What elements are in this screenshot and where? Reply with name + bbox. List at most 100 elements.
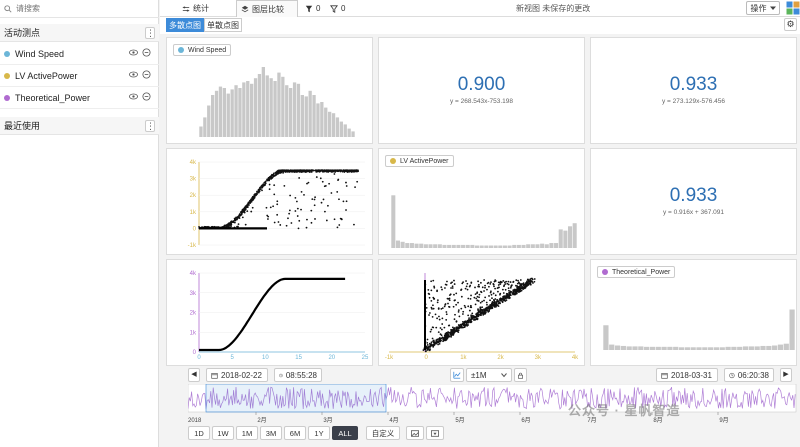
wind-speed-legend[interactable]: Wind Speed	[173, 44, 232, 56]
end-date-field[interactable]: 2018-03-31	[656, 368, 718, 382]
scatter-point	[445, 337, 447, 340]
scatter-point	[455, 320, 458, 323]
scatter-point	[308, 170, 311, 173]
scatter-point	[451, 281, 453, 284]
histogram-bar	[289, 88, 293, 137]
correlation-value: 0.933	[669, 74, 718, 95]
range-button-1d[interactable]: 1D	[188, 426, 210, 440]
scatter-point	[497, 290, 499, 293]
histogram-bar	[451, 244, 456, 248]
histogram-bar	[512, 244, 517, 248]
scatter-point	[313, 204, 316, 207]
recent-section-menu-button[interactable]: ⋮	[145, 119, 155, 132]
lock-button[interactable]	[514, 368, 527, 382]
correlation-value: 0.900	[457, 74, 506, 95]
scatter-point	[295, 170, 298, 173]
range-button-1m[interactable]: 1M	[236, 426, 258, 440]
scatter-point	[465, 321, 468, 324]
lv-activepower-legend[interactable]: LV ActivePower	[385, 155, 454, 167]
range-button-all[interactable]: ALL	[332, 426, 358, 440]
scatter-point	[290, 222, 293, 224]
eye-icon[interactable]	[129, 48, 138, 57]
compare-layers-button[interactable]: 图层比较	[236, 0, 298, 17]
eye-icon[interactable]	[129, 92, 138, 101]
end-time-field[interactable]: 06:20:38	[724, 368, 774, 382]
search-input[interactable]	[16, 4, 146, 13]
scatter-point	[345, 181, 347, 184]
stats-button[interactable]: 统计	[178, 0, 213, 17]
list-item-theoretical-power[interactable]: Theoretical_Power	[0, 87, 159, 109]
histogram-bar	[253, 78, 258, 137]
scatter-point	[236, 217, 239, 220]
scatter-point	[310, 169, 313, 172]
histogram-bar	[273, 81, 277, 137]
settings-gear-icon[interactable]: ⚙	[784, 18, 797, 31]
filter-button-2[interactable]: 0	[326, 0, 349, 17]
custom-range-button[interactable]: 自定义	[366, 426, 400, 440]
actions-dropdown-button[interactable]: 操作	[746, 1, 780, 15]
chart-mode-button[interactable]	[450, 368, 464, 382]
scatter-point	[506, 293, 509, 296]
timeline-next-button[interactable]: ▶	[780, 368, 792, 382]
list-item-lv-activepower[interactable]: LV ActivePower	[0, 65, 159, 87]
multi-scatter-tab[interactable]: 多散点图	[166, 18, 204, 32]
histogram-bar	[789, 309, 795, 350]
timeline-overview[interactable]: 2018 2月 3月 4月 5月 6月 7月 8月 9月	[188, 384, 798, 426]
scatter-point	[533, 280, 536, 283]
scatter-point	[507, 280, 510, 283]
scatter-point	[318, 169, 321, 172]
scatter-point	[300, 208, 302, 211]
histogram-bar	[465, 244, 470, 248]
active-section-menu-button[interactable]: ⋮	[145, 26, 155, 39]
single-scatter-tab[interactable]: 单散点图	[204, 18, 242, 32]
layout-grid-icon[interactable]	[786, 1, 800, 15]
scatter-point	[263, 183, 266, 186]
scatter-point	[330, 170, 332, 173]
scatter-point	[310, 209, 313, 212]
start-time-field[interactable]: 08:55:28	[274, 368, 322, 382]
filter-button-1[interactable]: 0	[301, 0, 324, 17]
eye-icon[interactable]	[129, 70, 138, 79]
scatter-point	[528, 279, 530, 282]
scatter-point	[497, 284, 500, 286]
histogram-bar	[292, 82, 297, 137]
theoretical-power-legend[interactable]: Theoretical_Power	[597, 266, 676, 278]
scatter-point	[345, 200, 348, 203]
zoom-select[interactable]: ±1M	[466, 368, 512, 382]
scatter-point	[499, 293, 501, 296]
scatter-point	[431, 344, 434, 347]
histogram-bar	[760, 345, 766, 350]
histogram-bar	[614, 345, 621, 350]
scatter-point	[336, 226, 339, 229]
histogram-bar	[516, 244, 521, 248]
scatter-point	[324, 210, 326, 213]
scatter-point	[295, 200, 298, 203]
scatter-point	[446, 280, 448, 283]
scatter-point	[435, 341, 438, 343]
timeline-prev-button[interactable]: ◀	[188, 368, 200, 382]
range-button-6m[interactable]: 6M	[284, 426, 306, 440]
x-tick-label: 4k	[572, 355, 579, 361]
histogram-bar	[737, 346, 743, 350]
scatter-point	[275, 172, 278, 174]
filter-count: 0	[341, 4, 346, 13]
image-export-button[interactable]	[406, 426, 424, 440]
remove-circle-icon[interactable]	[142, 70, 151, 79]
scatter-point	[445, 318, 448, 321]
range-button-1y[interactable]: 1Y	[308, 426, 330, 440]
scatter-point	[348, 170, 350, 173]
download-button[interactable]	[426, 426, 444, 440]
list-item-wind-speed[interactable]: Wind Speed	[0, 43, 159, 65]
range-button-1w[interactable]: 1W	[212, 426, 234, 440]
histogram-bar	[644, 346, 650, 350]
scatter-point	[426, 343, 429, 346]
start-date-field[interactable]: 2018-02-22	[206, 368, 268, 382]
remove-circle-icon[interactable]	[142, 92, 151, 101]
range-button-3m[interactable]: 3M	[260, 426, 282, 440]
remove-circle-icon[interactable]	[142, 48, 151, 57]
scatter-point	[431, 315, 434, 318]
histogram-bar	[296, 83, 301, 137]
scatter-point	[437, 308, 440, 310]
scatter-point	[492, 292, 495, 295]
scatter-point	[467, 305, 470, 308]
